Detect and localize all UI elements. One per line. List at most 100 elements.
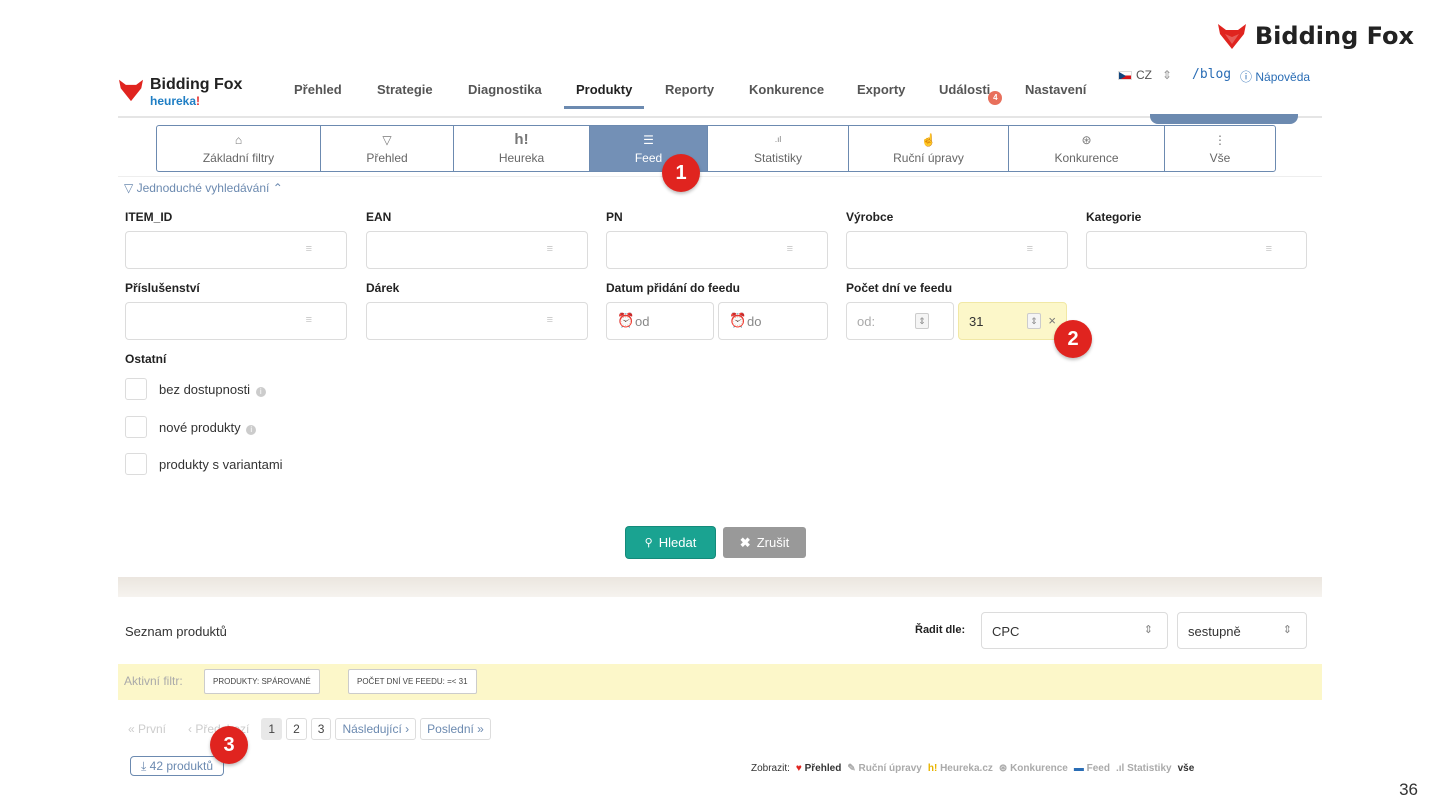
- kategorie-input[interactable]: ≡: [1086, 231, 1307, 269]
- nav-diagnostika[interactable]: Diagnostika: [468, 82, 542, 97]
- filter-chip[interactable]: PRODUKTY: SPÁROVANÉ: [204, 669, 320, 694]
- nav-udalosti[interactable]: Události4: [939, 82, 1003, 105]
- prislusenstvi-label: Příslušenství: [125, 281, 200, 295]
- user-menu-pill[interactable]: [1150, 114, 1298, 124]
- corner-brand-name: Bidding Fox: [1254, 22, 1414, 50]
- show-statistiky[interactable]: .ıl Statistiky: [1115, 763, 1172, 774]
- prislusenstvi-input[interactable]: ≡: [125, 302, 347, 340]
- nav-strategie[interactable]: Strategie: [377, 82, 433, 97]
- clear-icon[interactable]: ×: [1048, 313, 1056, 328]
- pn-input[interactable]: ≡: [606, 231, 828, 269]
- tab-vse[interactable]: ⋮ Vše: [1209, 132, 1231, 165]
- hand-icon: ☝: [921, 132, 936, 147]
- kategorie-label: Kategorie: [1086, 210, 1142, 224]
- tab-feed[interactable]: ☰ Feed: [590, 126, 708, 171]
- tab-zakladni-filtry[interactable]: ⌂ Základní filtry: [157, 126, 321, 171]
- competition-icon: ⊛: [1081, 132, 1092, 147]
- info-icon: i: [255, 386, 266, 397]
- tab-rucni-upravy[interactable]: ☝ Ruční úpravy: [849, 126, 1009, 171]
- search-icon: ⚲: [644, 537, 653, 549]
- page-3[interactable]: 3: [310, 718, 332, 740]
- checkbox[interactable]: [125, 453, 147, 475]
- edit-icon: ✎: [847, 763, 856, 774]
- tab-statistiky[interactable]: .ıl Statistiky: [708, 126, 849, 171]
- days-from-input[interactable]: od: ⇕: [846, 302, 954, 340]
- date-to-input[interactable]: ⏰ do: [718, 302, 828, 340]
- tab-heureka[interactable]: h! Heureka: [454, 126, 590, 171]
- home-icon: ⌂: [234, 132, 243, 147]
- blog-link[interactable]: /blog: [1192, 67, 1232, 82]
- stats-icon: .ıl: [1115, 763, 1125, 774]
- last-page-link[interactable]: Poslední »: [420, 718, 491, 740]
- help-link[interactable]: ⓘ Nápověda: [1240, 70, 1311, 84]
- checkbox-nove-produkty[interactable]: nové produkty i: [125, 416, 257, 438]
- show-vse[interactable]: vše: [1177, 763, 1195, 774]
- vyrobce-input[interactable]: ≡: [846, 231, 1068, 269]
- corner-brand: Bidding Fox: [1217, 22, 1414, 50]
- days-to-input[interactable]: 31 ⇕ ×: [958, 302, 1067, 340]
- filter-icon: ▽: [124, 181, 134, 195]
- nav-produkty[interactable]: Produkty: [563, 82, 645, 109]
- ean-input[interactable]: ≡: [366, 231, 588, 269]
- show-feed[interactable]: ▬ Feed: [1073, 763, 1110, 774]
- tab-prehled[interactable]: ▽ Přehled: [321, 126, 454, 171]
- filter-chip[interactable]: POČET DNÍ VE FEEDU: =< 31: [348, 669, 477, 694]
- simple-search-toggle[interactable]: ▽ Jednoduché vyhledávání ⌃: [124, 181, 283, 195]
- nav-nastaveni[interactable]: Nastavení: [1025, 82, 1087, 97]
- date-from-input[interactable]: ⏰ od: [606, 302, 714, 340]
- nav-exporty[interactable]: Exporty: [857, 82, 906, 97]
- ostatni-label: Ostatní: [125, 352, 167, 366]
- download-button[interactable]: ⤓ 42 produktů: [130, 756, 225, 776]
- sort-direction-select[interactable]: sestupně ⇕: [1177, 612, 1307, 649]
- show-heureka[interactable]: h! Heureka.cz: [927, 763, 993, 774]
- logo-sub: heureka!: [150, 94, 201, 108]
- darek-input[interactable]: ≡: [366, 302, 588, 340]
- item-id-label: ITEM_ID: [125, 210, 173, 224]
- pagination: « První ‹ Předchozí 1 2 3 Následující › …: [128, 718, 491, 740]
- cancel-button[interactable]: ✖ Zrušit: [723, 527, 806, 558]
- fox-logo-icon: [1217, 24, 1246, 49]
- show-prehled[interactable]: ♥ Přehled: [795, 763, 842, 774]
- show-label: Zobrazit:: [751, 763, 790, 774]
- heureka-icon: h!: [514, 130, 529, 148]
- sort-by-select[interactable]: CPC ⇕: [981, 612, 1168, 649]
- chevron-updown-icon: ⇕: [1282, 624, 1292, 636]
- nav-reporty[interactable]: Reporty: [665, 82, 715, 97]
- fox-logo-icon: [119, 79, 143, 102]
- list-icon: ≡: [546, 314, 553, 326]
- annotation-marker-1: 1: [662, 154, 700, 192]
- annotation-marker-3: 3: [210, 726, 248, 764]
- sort-label: Řadit dle:: [915, 624, 966, 636]
- first-page-link: « První: [128, 722, 167, 736]
- stepper-icon[interactable]: ⇕: [1027, 313, 1041, 329]
- stepper-icon[interactable]: ⇕: [915, 313, 929, 329]
- vyrobce-label: Výrobce: [846, 210, 894, 224]
- nav-divider: [118, 116, 1322, 118]
- search-button[interactable]: ⚲ Hledat: [626, 527, 715, 558]
- page-2[interactable]: 2: [286, 718, 307, 740]
- checkbox[interactable]: [125, 378, 147, 400]
- nav-konkurence[interactable]: Konkurence: [749, 82, 825, 97]
- show-columns: Zobrazit: ♥ Přehled ✎ Ruční úpravy h! He…: [751, 763, 1194, 774]
- nav-prehled[interactable]: Přehled: [294, 82, 342, 97]
- filter-tabs: ⌂ Základní filtry ▽ Přehled h! Heureka ☰…: [156, 125, 1276, 172]
- chevron-up-icon: ⌃: [272, 181, 283, 195]
- stats-icon: .ıl: [774, 134, 782, 144]
- checkbox-varianty[interactable]: produkty s variantami: [125, 453, 283, 475]
- more-icon: ⋮: [1214, 132, 1226, 147]
- tabs-divider: [118, 176, 1322, 177]
- list-icon: ≡: [546, 243, 553, 255]
- active-filter-bar: Aktivní filtr: PRODUKTY: SPÁROVANÉ POČET…: [118, 664, 1322, 700]
- checkbox[interactable]: [125, 416, 147, 438]
- show-rucni-upravy[interactable]: ✎ Ruční úpravy: [847, 763, 922, 774]
- page-1[interactable]: 1: [261, 718, 283, 740]
- language-select[interactable]: CZ ⇕: [1118, 68, 1172, 82]
- show-konkurence[interactable]: ⊛ Konkurence: [998, 763, 1068, 774]
- checkbox-bez-dostupnosti[interactable]: bez dostupnosti i: [125, 378, 266, 400]
- next-page-link[interactable]: Následující ›: [335, 718, 417, 740]
- item-id-input[interactable]: ≡: [125, 231, 347, 269]
- app-logo[interactable]: Bidding Fox heureka!: [118, 76, 242, 108]
- info-icon: i: [246, 424, 257, 435]
- tab-konkurence[interactable]: ⊛ Konkurence: [1009, 126, 1165, 171]
- alarm-clock-icon: ⏰: [729, 312, 747, 328]
